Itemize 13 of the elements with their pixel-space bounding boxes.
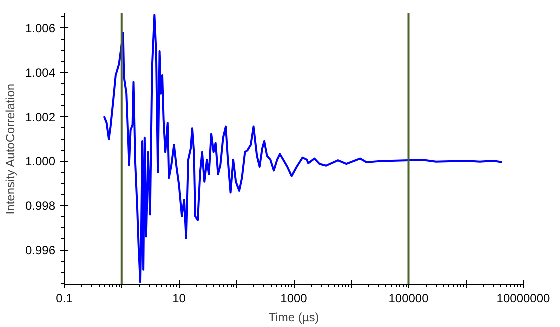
y-tick-label: 0.998 [25, 199, 56, 214]
y-tick-label: 1.004 [25, 66, 56, 80]
y-tick-label: 0.996 [25, 244, 56, 258]
x-axis-title: Time (µs) [268, 310, 320, 324]
x-tick-label: 1000 [280, 292, 308, 306]
y-tick-label: 1.002 [25, 110, 56, 124]
y-tick-label: 1.006 [25, 21, 56, 36]
x-tick-label: 100000 [388, 292, 430, 306]
y-axis-title: Intensity AutoCorrelation [3, 84, 18, 215]
x-tick-label: 10 [172, 292, 186, 306]
x-tick-label: 0.1 [56, 292, 74, 306]
x-tick-label: 10000000 [496, 292, 551, 306]
y-tick-label: 1.000 [25, 154, 56, 169]
